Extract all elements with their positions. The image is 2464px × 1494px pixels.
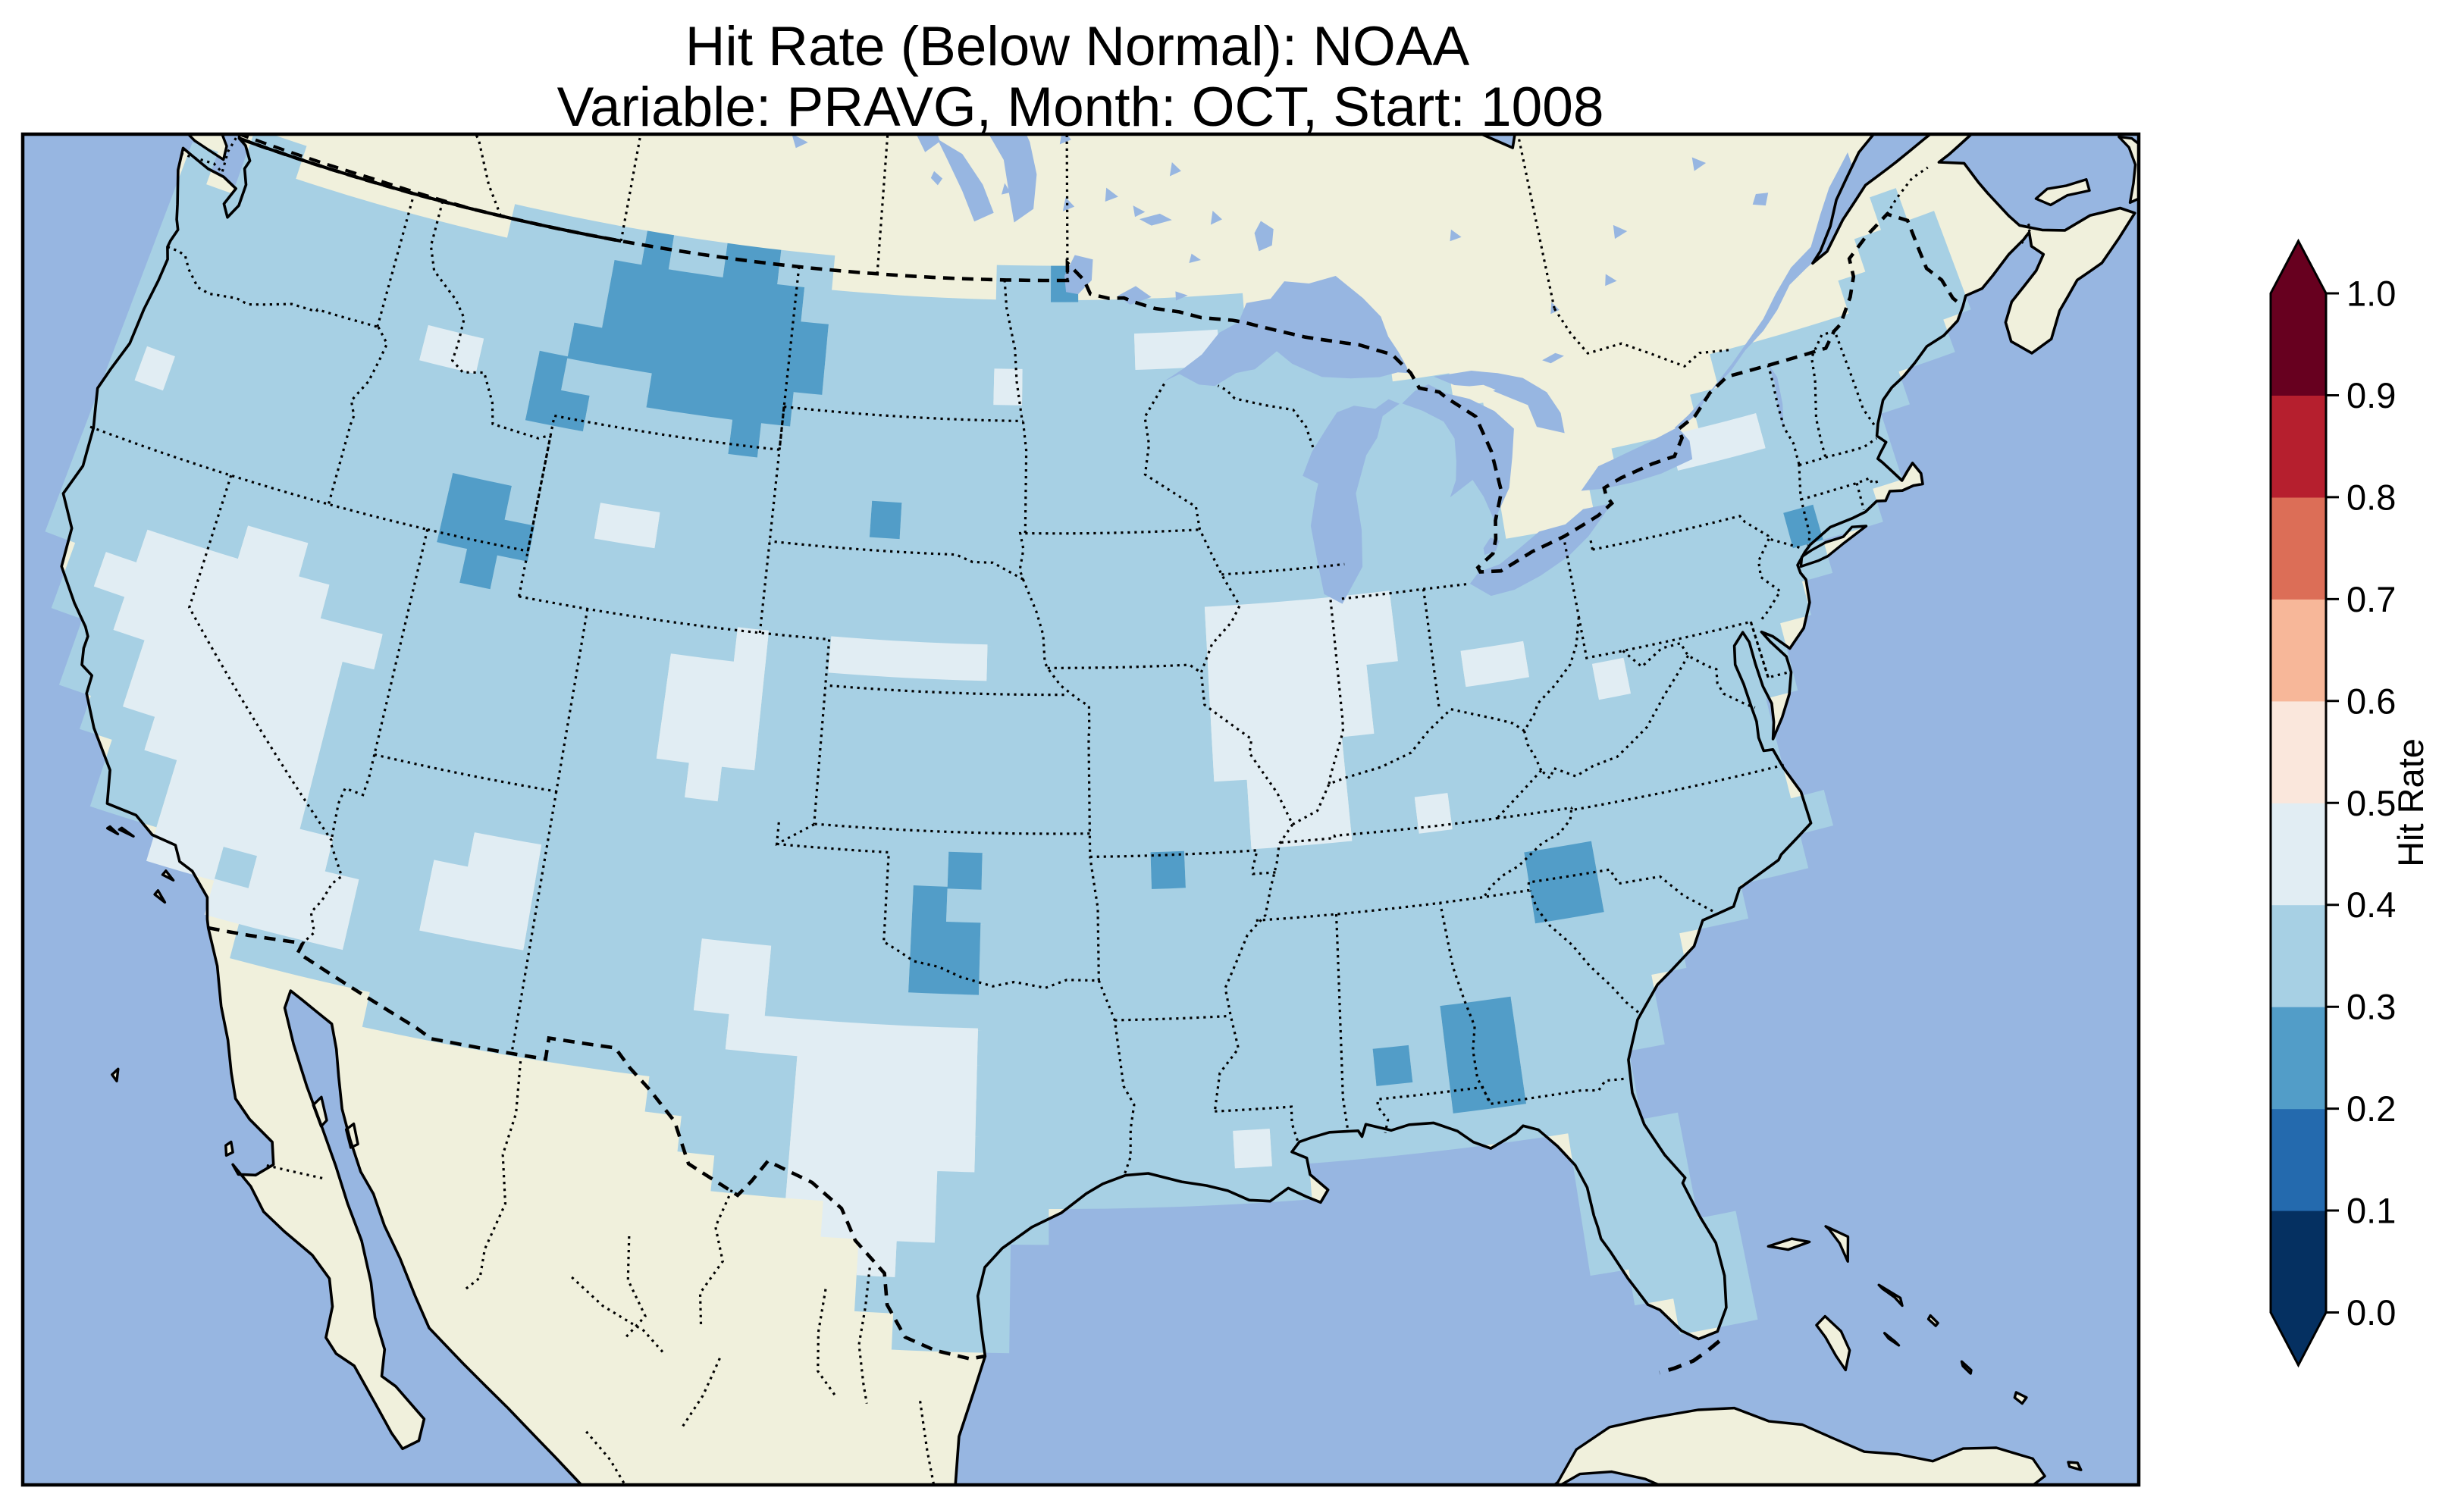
svg-text:0.1: 0.1: [2346, 1191, 2396, 1231]
svg-text:0.5: 0.5: [2346, 783, 2396, 823]
svg-text:1.0: 1.0: [2346, 274, 2396, 314]
svg-text:0.6: 0.6: [2346, 681, 2396, 721]
svg-text:0.3: 0.3: [2346, 987, 2396, 1027]
svg-text:Variable: PRAVG, Month: OCT, S: Variable: PRAVG, Month: OCT, Start: 1008: [557, 77, 1604, 138]
svg-text:0.8: 0.8: [2346, 477, 2396, 517]
svg-text:Hit Rate (Below Normal): NOAA: Hit Rate (Below Normal): NOAA: [685, 16, 1470, 77]
svg-text:0.2: 0.2: [2346, 1088, 2396, 1129]
svg-text:0.7: 0.7: [2346, 579, 2396, 619]
svg-text:Hit Rate: Hit Rate: [2390, 738, 2431, 867]
svg-text:0.0: 0.0: [2346, 1292, 2396, 1333]
svg-text:0.4: 0.4: [2346, 885, 2396, 925]
svg-text:0.9: 0.9: [2346, 375, 2396, 415]
